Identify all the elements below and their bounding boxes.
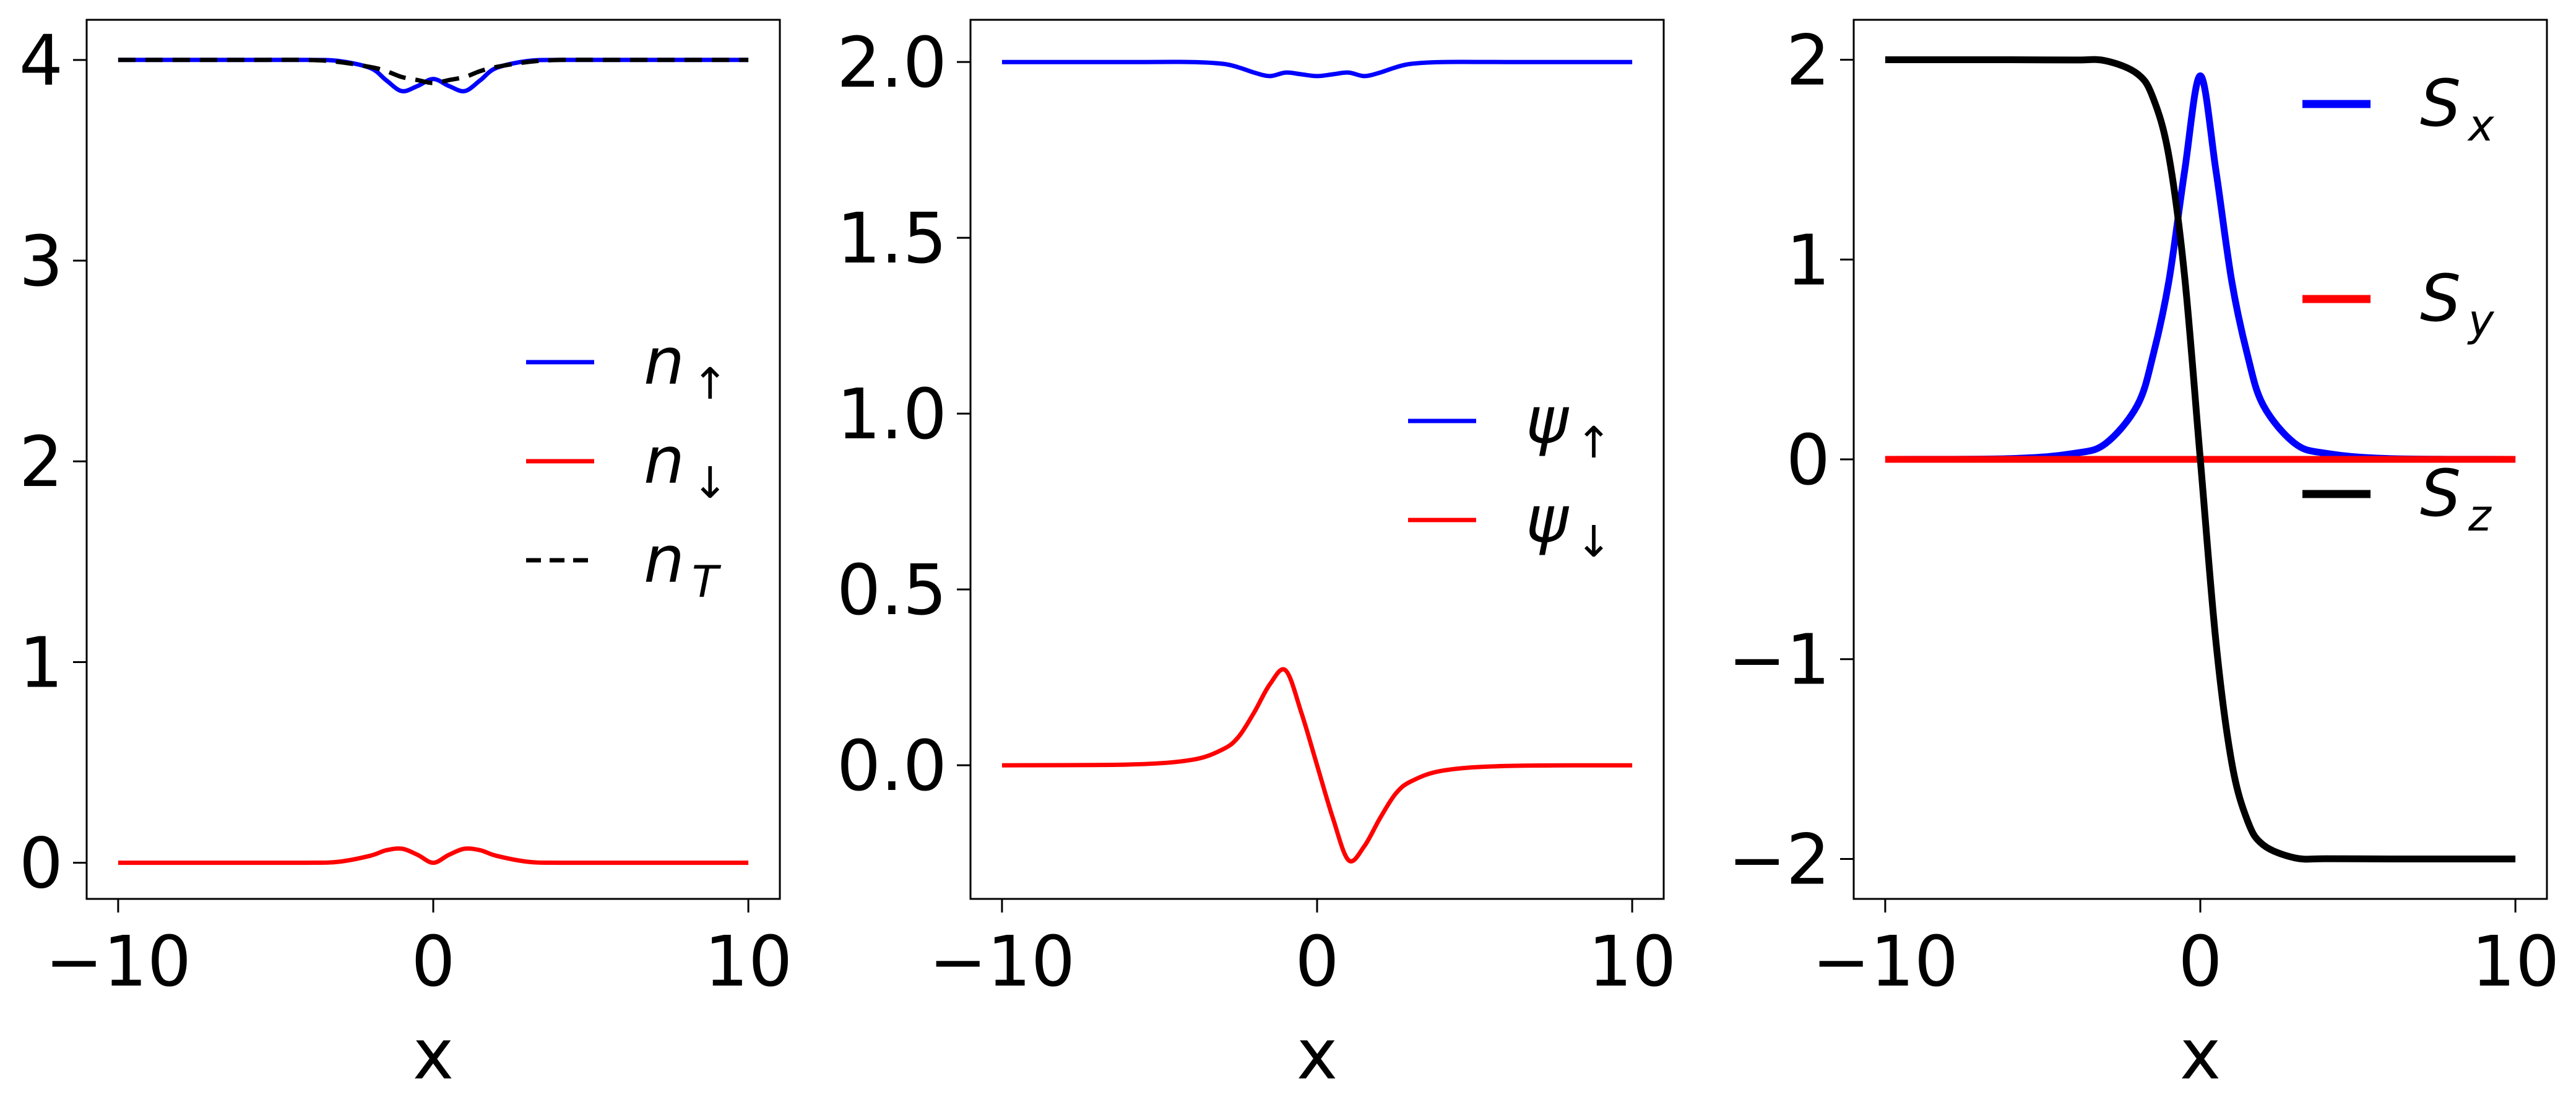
y-tick-label: 1 xyxy=(1786,220,1830,301)
y-tick-label: 2 xyxy=(1786,21,1830,102)
series-line-wavefunctions-1 xyxy=(1001,667,1633,864)
legend-entry-label: ψ ↓ xyxy=(1526,482,1612,567)
x-tick-label: 10 xyxy=(2471,922,2560,1002)
x-tick-label: 0 xyxy=(2178,922,2222,1002)
series-line-densities-2 xyxy=(118,58,749,85)
y-tick-label: 2.0 xyxy=(837,23,947,103)
y-tick-label: 0.0 xyxy=(837,726,947,807)
chart-panel-densities: −10 0 10 0 1 2 3 4 x n ↑ n ↓ n T xyxy=(19,19,793,1095)
y-tick-label: −1 xyxy=(1728,620,1830,701)
x-axis-label: x xyxy=(413,1015,454,1095)
x-tick-label: 0 xyxy=(1295,922,1339,1002)
y-tick-label: 0.5 xyxy=(837,550,947,631)
series-line-densities-0 xyxy=(118,58,749,93)
y-tick-label: 2 xyxy=(19,422,63,503)
chart-panel-wavefunctions: −10 0 10 0.0 0.5 1.0 1.5 2.0 x ψ ↑ ψ ↓ xyxy=(837,19,1677,1095)
y-tick-label: 0 xyxy=(1786,420,1830,501)
y-tick-label: 0 xyxy=(19,824,63,904)
y-tick-label: 3 xyxy=(19,222,63,302)
y-tick-label: 1.0 xyxy=(837,375,947,455)
series-line-spin-components-2 xyxy=(1885,56,2516,863)
legend-entry-label: ψ ↑ xyxy=(1526,383,1612,468)
series-line-densities-1 xyxy=(118,846,749,865)
x-axis-label: x xyxy=(1297,1015,1338,1095)
series-line-spin-components-0 xyxy=(1885,72,2516,463)
x-axis-label: x xyxy=(2180,1015,2221,1095)
x-tick-label: −10 xyxy=(1812,922,1958,1002)
legend-entry-label: n ↑ xyxy=(644,324,728,409)
x-tick-label: 10 xyxy=(704,922,793,1002)
x-tick-label: −10 xyxy=(45,922,191,1002)
x-tick-label: −10 xyxy=(929,922,1075,1002)
y-tick-label: 1 xyxy=(19,623,63,703)
y-tick-label: 1.5 xyxy=(837,199,947,279)
x-tick-label: 0 xyxy=(411,922,455,1002)
legend-entry-label: n ↓ xyxy=(644,423,728,508)
y-tick-label: 4 xyxy=(19,21,63,102)
y-tick-label: −2 xyxy=(1728,820,1830,900)
series-line-wavefunctions-0 xyxy=(1001,59,1633,79)
x-tick-label: 10 xyxy=(1588,922,1677,1002)
